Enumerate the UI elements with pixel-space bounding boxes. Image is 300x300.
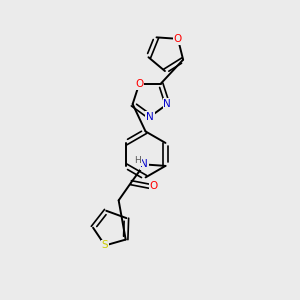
Text: N: N xyxy=(146,112,154,122)
Text: O: O xyxy=(174,34,182,44)
Text: N: N xyxy=(164,99,171,109)
Text: O: O xyxy=(150,181,158,191)
Text: O: O xyxy=(135,79,143,89)
Text: H: H xyxy=(134,156,141,165)
Text: S: S xyxy=(102,241,108,250)
Text: N: N xyxy=(140,159,148,170)
